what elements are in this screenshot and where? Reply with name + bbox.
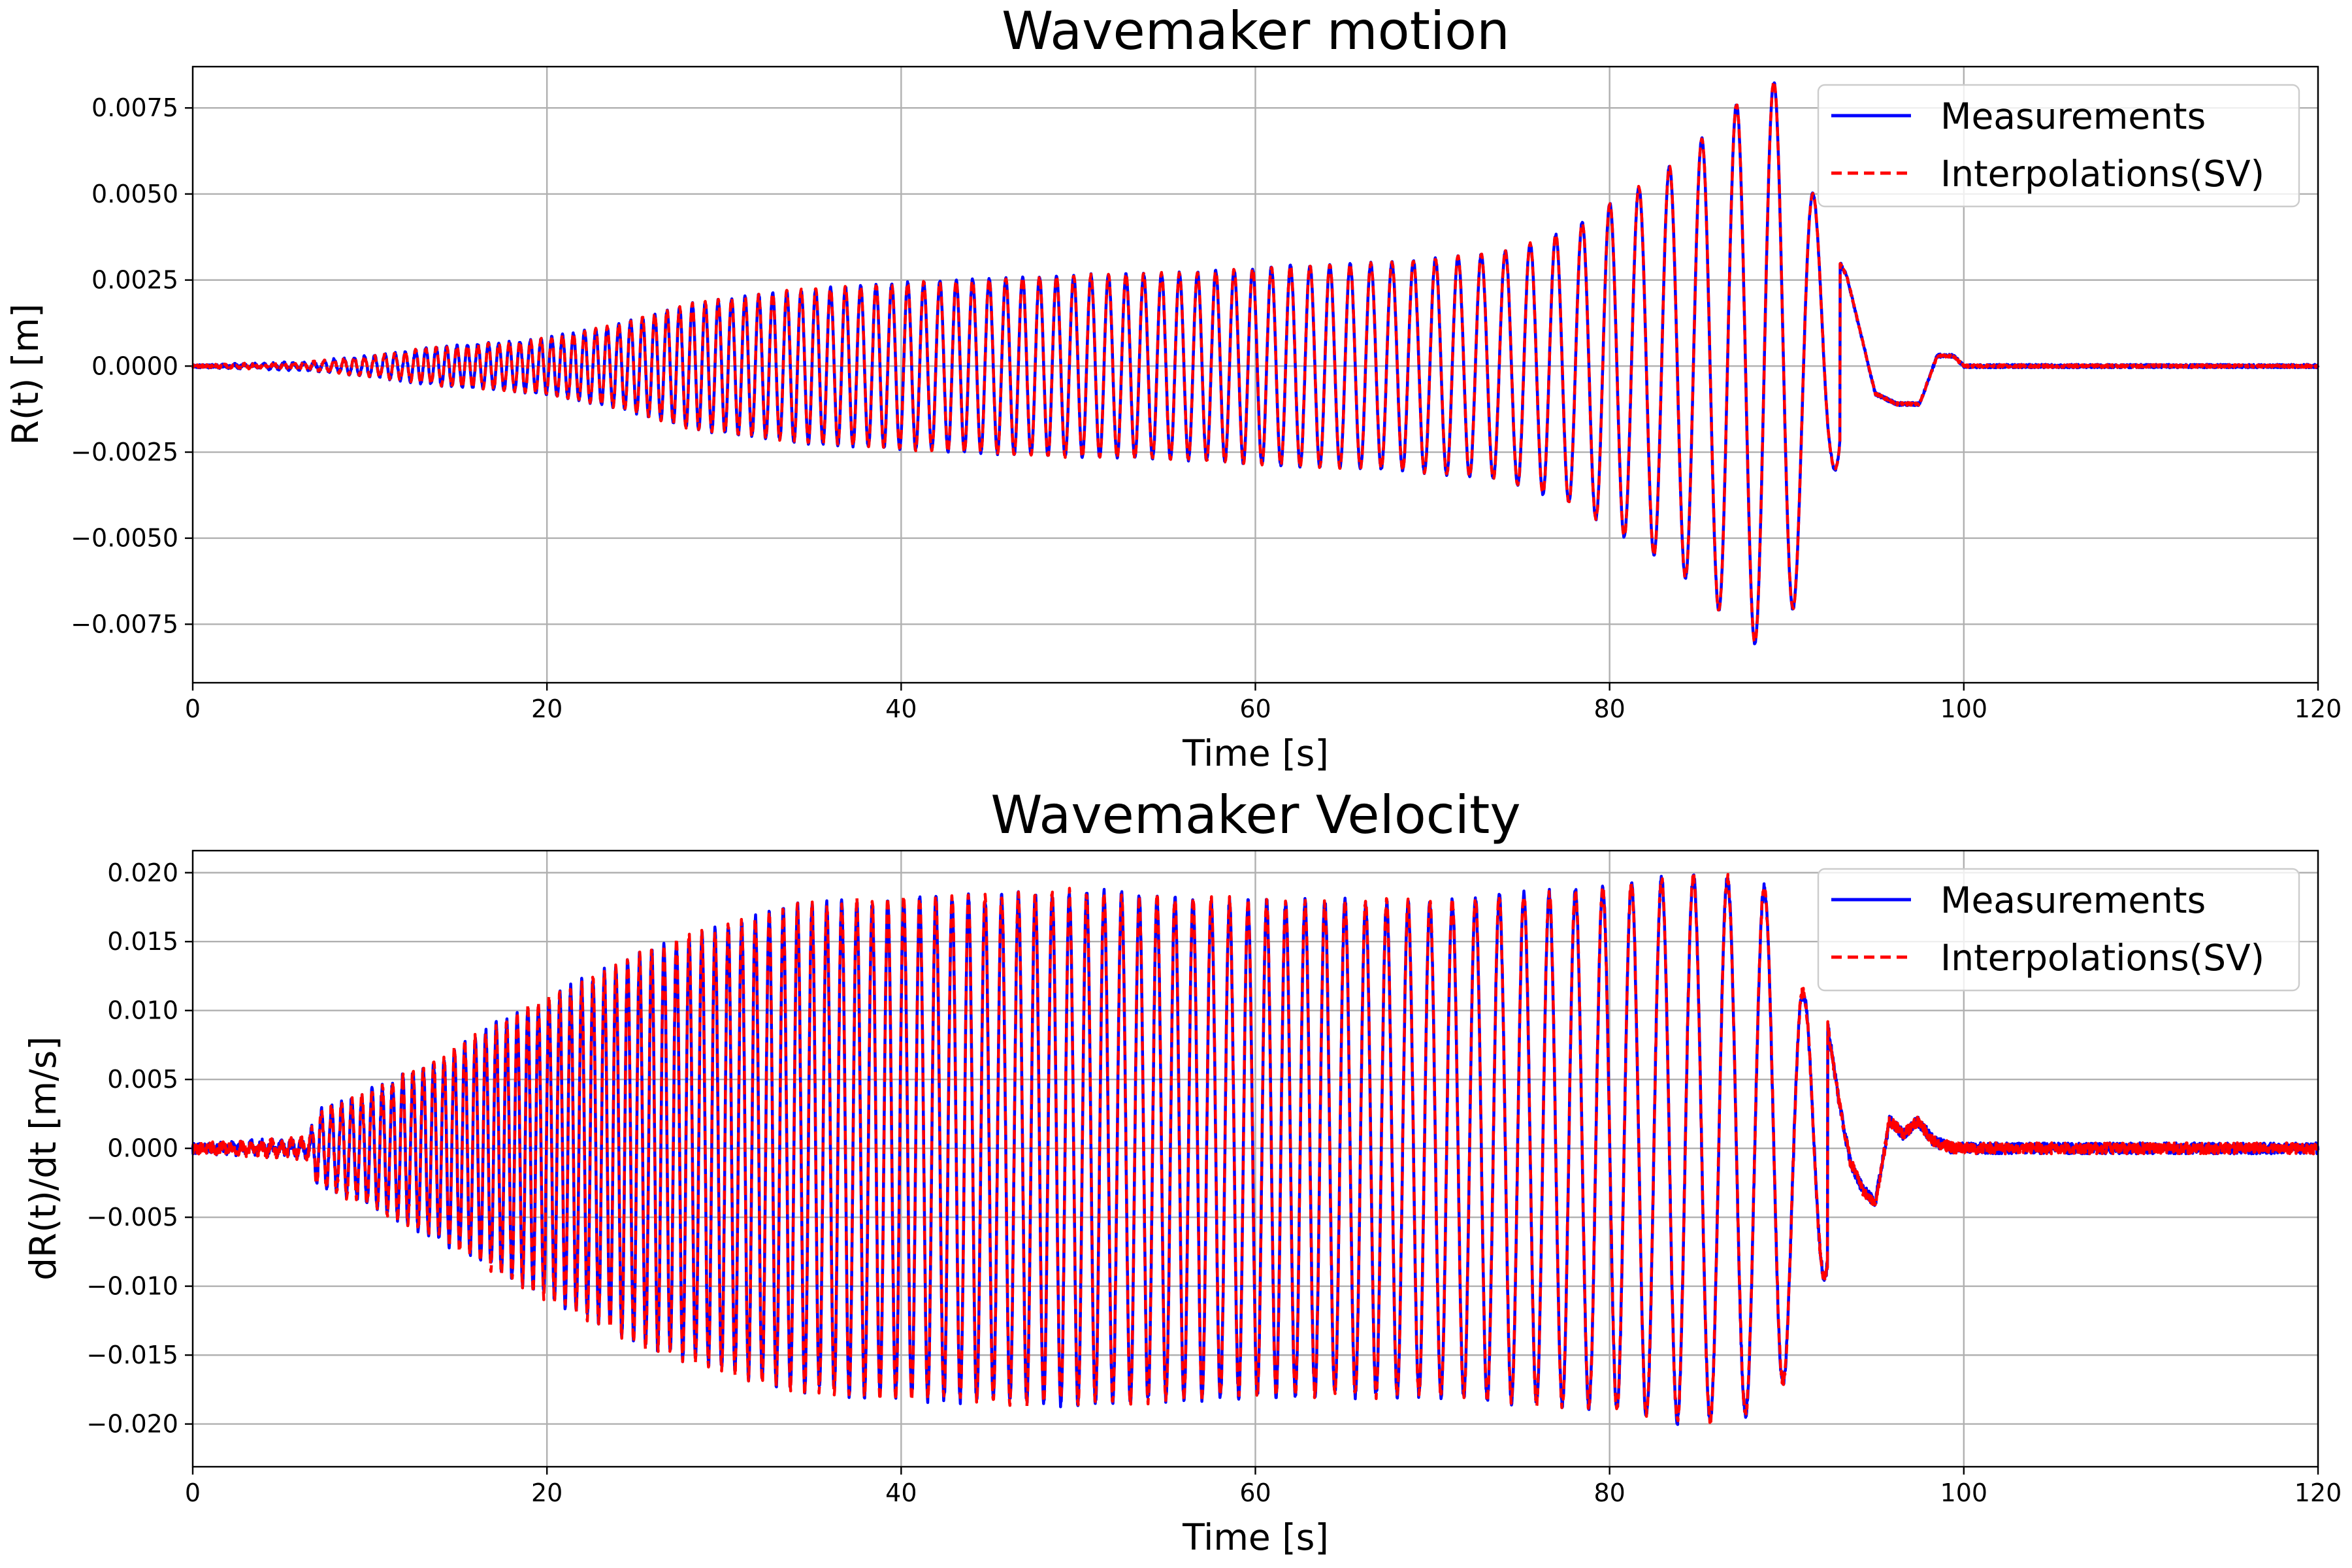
x-tick-label: 80 xyxy=(1593,1478,1625,1507)
x-tick-label: 20 xyxy=(531,694,563,723)
y-tick-label: −0.015 xyxy=(86,1341,178,1369)
x-tick-label: 40 xyxy=(885,694,917,723)
x-tick-label: 120 xyxy=(2295,1478,2342,1507)
x-tick-label: 20 xyxy=(531,1478,563,1507)
tick-marks xyxy=(185,107,2319,691)
y-tick-label: −0.005 xyxy=(86,1203,178,1232)
x-tick-label: 100 xyxy=(1940,694,1988,723)
chart-title: Wavemaker motion xyxy=(1002,1,1510,61)
x-tick-labels: 0 20 40 60 80 100 120 xyxy=(185,694,2342,723)
axes-frame xyxy=(191,65,2319,684)
legend: Measurements Interpolations(SV) xyxy=(1817,868,2300,992)
legend-label-interpolations: Interpolations(SV) xyxy=(1940,937,2264,979)
legend-label-measurements: Measurements xyxy=(1940,879,2206,921)
legend-label-measurements: Measurements xyxy=(1940,95,2206,137)
y-tick-label: 0.005 xyxy=(107,1065,178,1094)
y-tick-labels: 0.0075 0.0050 0.0025 0.0000 −0.0025 −0.0… xyxy=(71,93,178,638)
legend: Measurements Interpolations(SV) xyxy=(1817,84,2300,208)
x-tick-label: 40 xyxy=(885,1478,917,1507)
y-tick-label: 0.010 xyxy=(107,996,178,1025)
y-tick-label: 0.0000 xyxy=(91,351,178,380)
y-tick-label: −0.0050 xyxy=(71,524,178,553)
y-tick-label: −0.0075 xyxy=(71,610,178,638)
x-tick-label: 0 xyxy=(185,694,201,723)
x-tick-label: 60 xyxy=(1239,1478,1271,1507)
tick-marks xyxy=(185,872,2319,1475)
velocity-panel: Wavemaker Velocity 0 20 40 60 80 100 120… xyxy=(22,785,2342,1558)
x-tick-labels: 0 20 40 60 80 100 120 xyxy=(185,1478,2342,1507)
legend-box xyxy=(1817,84,2300,208)
y-tick-label: −0.0025 xyxy=(71,438,178,466)
y-tick-label: 0.020 xyxy=(107,858,178,887)
x-tick-label: 120 xyxy=(2295,694,2342,723)
y-tick-label: −0.020 xyxy=(86,1410,178,1439)
x-axis-label: Time [s] xyxy=(1182,1516,1329,1558)
chart-title: Wavemaker Velocity xyxy=(990,785,1520,845)
y-axis-label: R(t) [m] xyxy=(5,304,46,446)
displacement-panel: Wavemaker motion 0 20 40 60 80 100 120 0… xyxy=(5,1,2342,774)
y-tick-label: 0.0025 xyxy=(91,266,178,295)
series-line-interpolations xyxy=(191,871,2319,1424)
x-tick-label: 100 xyxy=(1940,1478,1988,1507)
y-tick-label: −0.010 xyxy=(86,1272,178,1301)
axes-frame xyxy=(191,849,2319,1468)
x-tick-label: 60 xyxy=(1239,694,1271,723)
legend-box xyxy=(1817,868,2300,992)
x-tick-label: 80 xyxy=(1593,694,1625,723)
y-tick-label: 0.000 xyxy=(107,1134,178,1163)
y-tick-labels: 0.020 0.015 0.010 0.005 0.000 −0.005 −0.… xyxy=(86,858,178,1439)
legend-label-interpolations: Interpolations(SV) xyxy=(1940,153,2264,195)
y-axis-label: dR(t)/dt [m/s] xyxy=(22,1036,64,1281)
y-tick-label: 0.015 xyxy=(107,927,178,956)
y-tick-label: 0.0075 xyxy=(91,93,178,122)
y-tick-label: 0.0050 xyxy=(91,180,178,208)
series-line-interpolations xyxy=(191,80,2319,644)
x-tick-label: 0 xyxy=(185,1478,201,1507)
x-axis-label: Time [s] xyxy=(1182,732,1329,774)
